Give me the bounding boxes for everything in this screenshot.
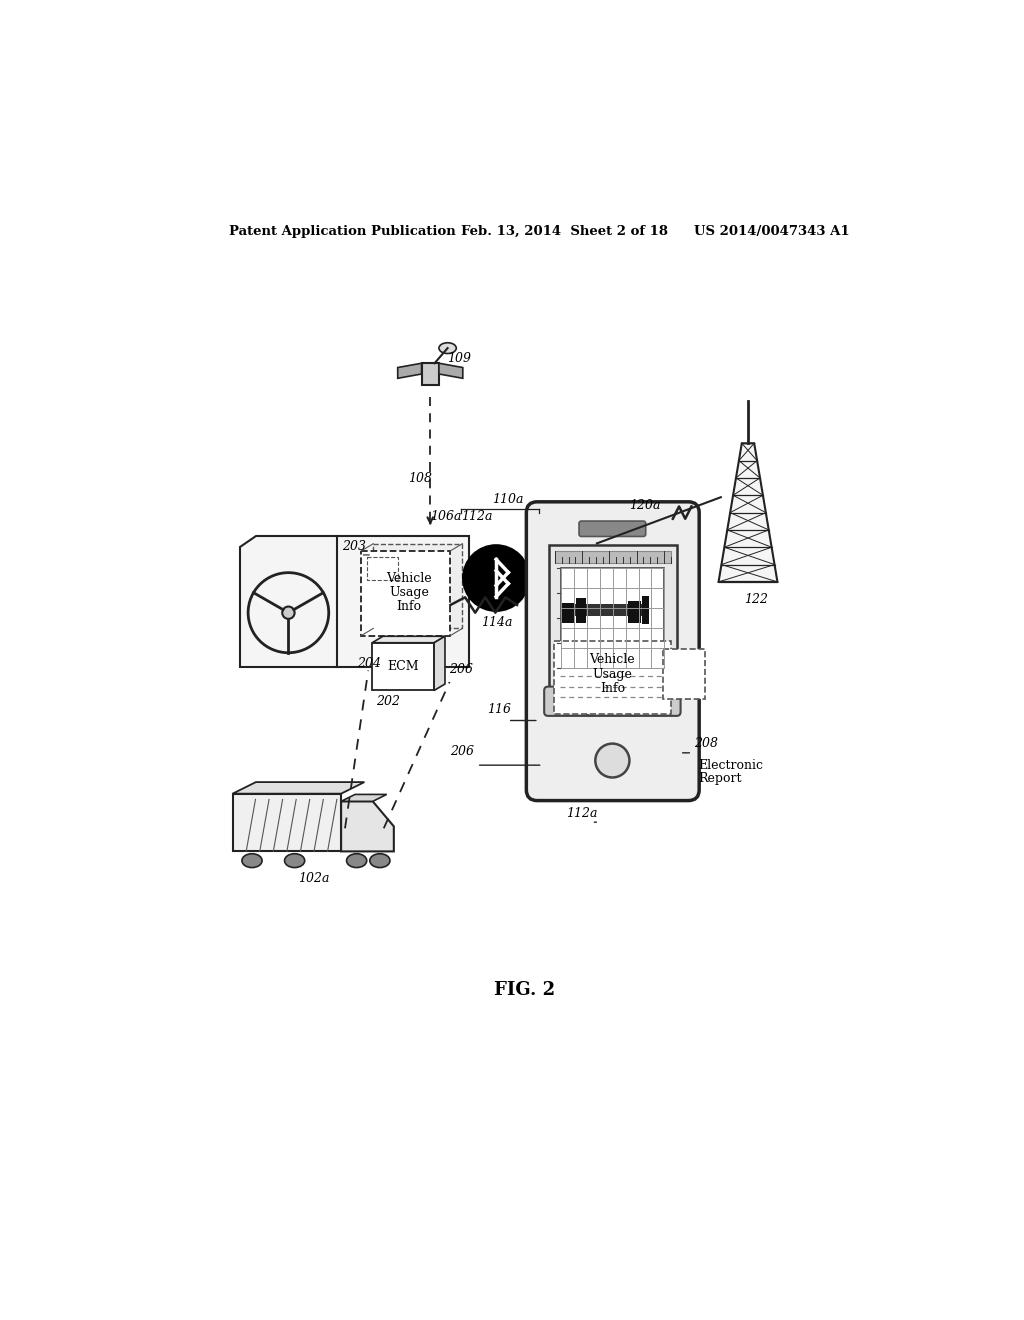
Bar xyxy=(628,601,641,623)
Bar xyxy=(642,597,649,624)
Text: Info: Info xyxy=(600,682,625,696)
Ellipse shape xyxy=(346,854,367,867)
Text: 114a: 114a xyxy=(481,616,513,628)
Bar xyxy=(561,568,665,668)
Text: Feb. 13, 2014  Sheet 2 of 18: Feb. 13, 2014 Sheet 2 of 18 xyxy=(461,224,669,238)
Polygon shape xyxy=(719,444,777,582)
Text: 109: 109 xyxy=(447,352,471,366)
Bar xyxy=(663,649,706,700)
Text: 208: 208 xyxy=(693,738,718,751)
Text: 108: 108 xyxy=(409,471,432,484)
Text: Vehicle: Vehicle xyxy=(386,572,432,585)
Ellipse shape xyxy=(242,854,262,867)
Bar xyxy=(372,643,434,690)
Polygon shape xyxy=(341,795,387,801)
Text: 204: 204 xyxy=(357,656,381,669)
Circle shape xyxy=(595,743,630,777)
Bar xyxy=(561,605,649,616)
Text: 112a: 112a xyxy=(461,511,493,523)
Ellipse shape xyxy=(285,854,305,867)
Circle shape xyxy=(462,544,530,612)
Polygon shape xyxy=(232,793,341,851)
Text: 112a: 112a xyxy=(566,807,597,820)
Text: 106a: 106a xyxy=(430,511,462,523)
Text: 122: 122 xyxy=(744,594,768,606)
FancyBboxPatch shape xyxy=(579,521,646,536)
Bar xyxy=(561,603,573,623)
Text: 120a: 120a xyxy=(630,499,660,512)
Ellipse shape xyxy=(370,854,390,867)
Text: 206: 206 xyxy=(449,663,473,676)
Text: Usage: Usage xyxy=(593,668,632,681)
Text: 110a: 110a xyxy=(493,492,523,506)
FancyBboxPatch shape xyxy=(544,686,595,715)
Bar xyxy=(367,557,398,581)
FancyBboxPatch shape xyxy=(526,502,699,800)
Ellipse shape xyxy=(439,343,457,354)
Text: 206: 206 xyxy=(450,746,474,758)
Text: Usage: Usage xyxy=(389,586,429,599)
Bar xyxy=(374,544,463,628)
Text: Report: Report xyxy=(698,772,742,785)
Bar xyxy=(360,552,450,636)
Text: Info: Info xyxy=(396,599,422,612)
Polygon shape xyxy=(434,636,445,690)
FancyBboxPatch shape xyxy=(587,686,638,715)
Polygon shape xyxy=(372,636,445,643)
Bar xyxy=(422,363,439,385)
Bar xyxy=(575,598,586,623)
FancyBboxPatch shape xyxy=(630,686,681,715)
Circle shape xyxy=(283,607,295,619)
Text: ECM: ECM xyxy=(387,660,419,673)
Text: 203: 203 xyxy=(342,540,366,553)
Text: 116: 116 xyxy=(486,702,511,715)
Bar xyxy=(555,552,671,564)
Text: Vehicle: Vehicle xyxy=(590,653,635,667)
Text: 102a: 102a xyxy=(299,873,330,886)
Text: Electronic: Electronic xyxy=(698,759,764,772)
Polygon shape xyxy=(232,781,365,793)
Polygon shape xyxy=(439,363,463,379)
Polygon shape xyxy=(241,536,469,667)
Polygon shape xyxy=(341,801,394,851)
Text: US 2014/0047343 A1: US 2014/0047343 A1 xyxy=(693,224,849,238)
Polygon shape xyxy=(397,363,422,379)
Bar xyxy=(549,545,677,700)
Text: 202: 202 xyxy=(376,696,400,708)
Text: Patent Application Publication: Patent Application Publication xyxy=(228,224,456,238)
Bar xyxy=(554,642,671,714)
Text: FIG. 2: FIG. 2 xyxy=(495,981,555,999)
